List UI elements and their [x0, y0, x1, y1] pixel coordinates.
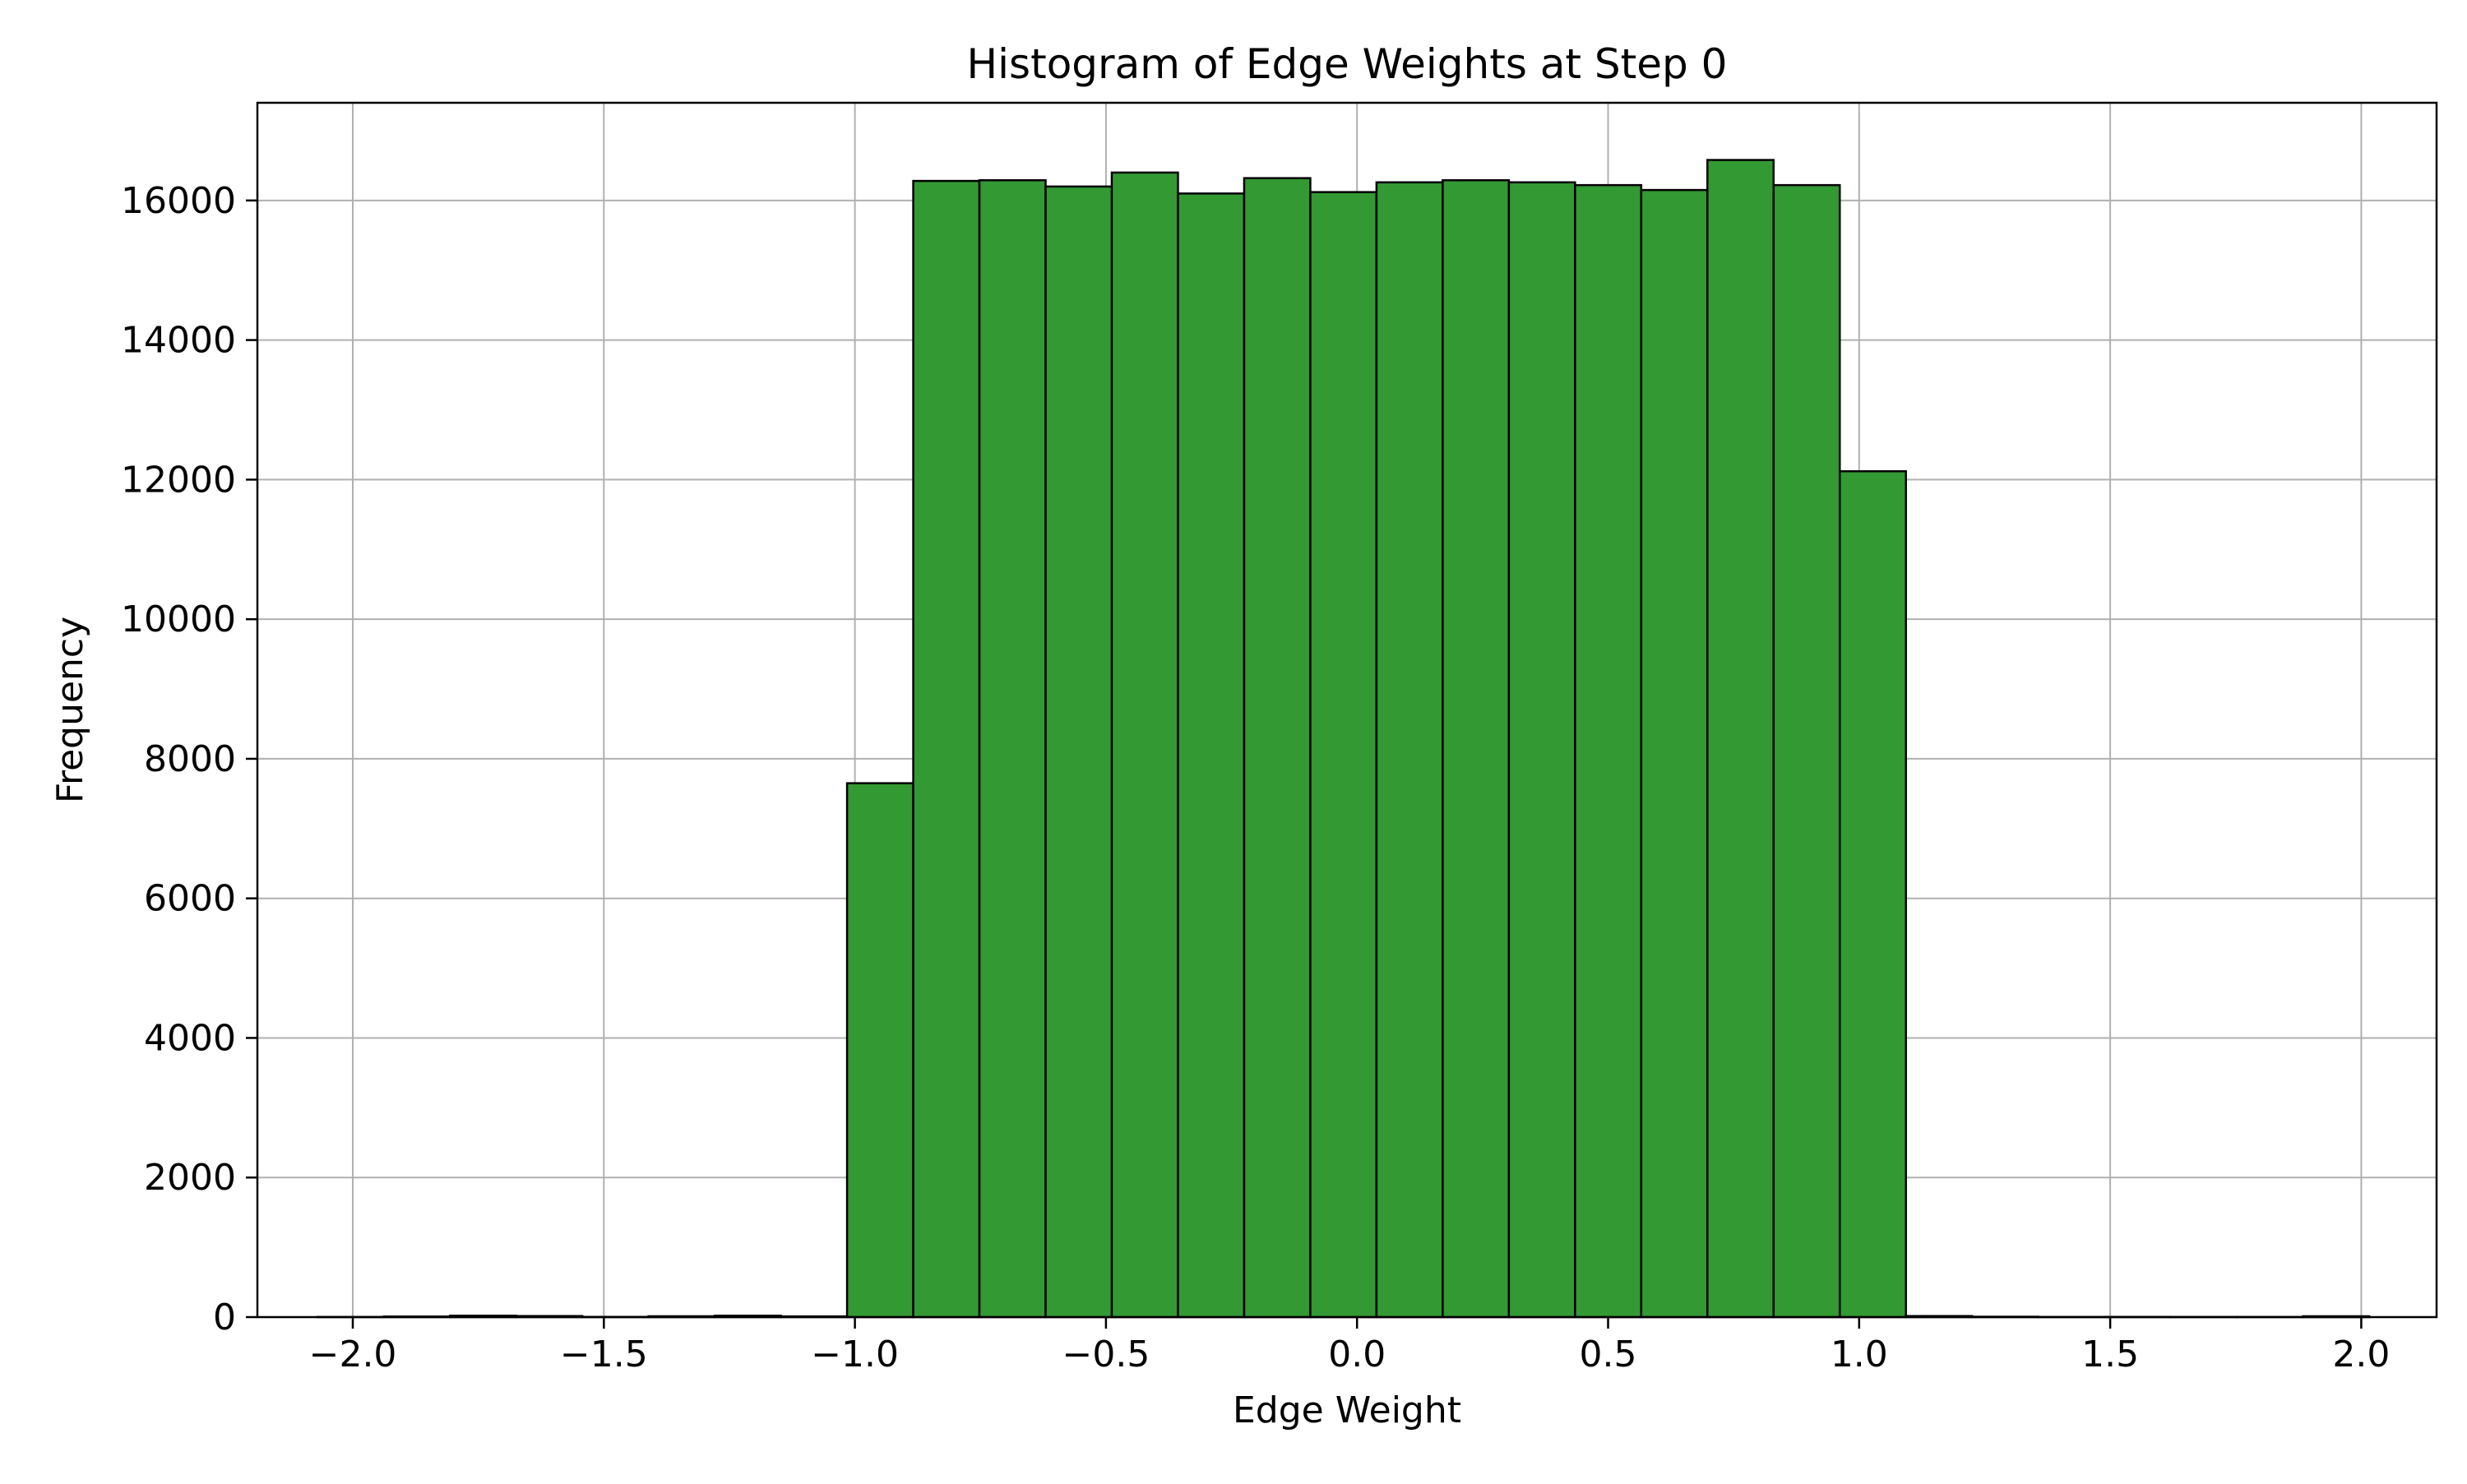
histogram-bar	[1509, 183, 1575, 1317]
x-tick-label: −0.5	[1062, 1334, 1150, 1375]
histogram-bar	[1840, 471, 1905, 1317]
histogram-bar	[1442, 180, 1508, 1317]
x-tick-label: 2.0	[2332, 1334, 2390, 1375]
histogram-bar	[1641, 190, 1707, 1317]
y-tick-label: 10000	[121, 599, 236, 640]
y-axis-label: Frequency	[49, 617, 91, 803]
histogram-bar	[1112, 173, 1178, 1317]
histogram-bar	[1377, 183, 1442, 1317]
histogram-bar	[979, 180, 1045, 1317]
chart-title: Histogram of Edge Weights at Step 0	[967, 40, 1728, 88]
histogram-bar	[1774, 185, 1840, 1317]
histogram-bar	[1244, 178, 1310, 1317]
y-axis-ticks: 0 2000 4000 6000 8000 10000 12000 14000 16000	[121, 180, 257, 1338]
histogram-bar	[847, 784, 913, 1317]
y-tick-label: 4000	[144, 1017, 236, 1059]
x-axis-ticks: −2.0 −1.5 −1.0 −0.5 0.0 0.5 1.0 1.5 2.0	[309, 1317, 2391, 1375]
y-tick-label: 16000	[121, 180, 236, 222]
x-tick-label: −1.0	[811, 1334, 899, 1375]
y-tick-label: 0	[213, 1297, 236, 1338]
y-tick-label: 12000	[121, 459, 236, 501]
x-tick-label: 1.0	[1831, 1334, 1888, 1375]
histogram-bar	[1178, 193, 1243, 1317]
x-tick-label: −2.0	[309, 1334, 397, 1375]
y-tick-label: 6000	[144, 878, 236, 920]
histogram-bar	[1310, 192, 1376, 1317]
histogram-bar	[1575, 185, 1641, 1317]
y-tick-label: 8000	[144, 738, 236, 780]
x-tick-label: −1.5	[560, 1334, 648, 1375]
x-tick-label: 1.5	[2081, 1334, 2139, 1375]
histogram-bars	[317, 160, 2369, 1317]
y-tick-label: 14000	[121, 320, 236, 362]
histogram-bar	[1046, 187, 1112, 1317]
histogram-bar	[1707, 160, 1773, 1317]
x-axis-label: Edge Weight	[1233, 1389, 1461, 1431]
x-tick-label: 0.0	[1328, 1334, 1386, 1375]
histogram-bar	[914, 181, 979, 1317]
x-tick-label: 0.5	[1580, 1334, 1637, 1375]
y-tick-label: 2000	[144, 1157, 236, 1199]
